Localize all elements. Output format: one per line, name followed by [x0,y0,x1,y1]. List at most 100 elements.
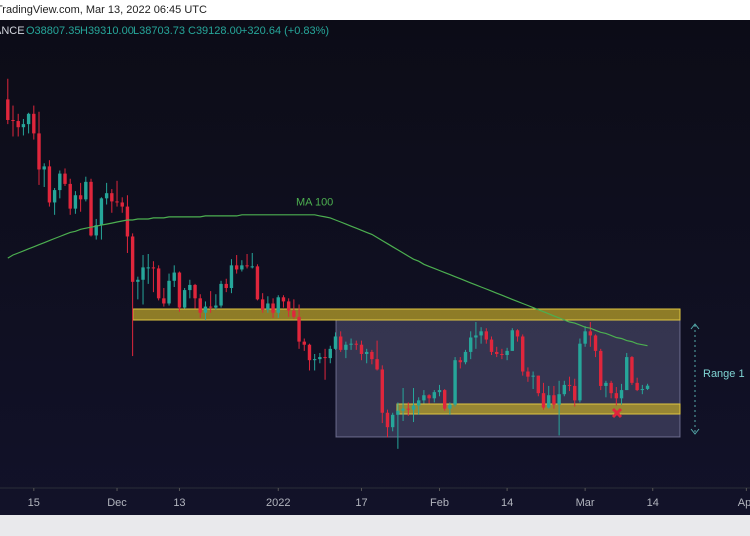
candle-body [328,348,332,359]
candle-body [333,336,338,349]
candle-body [463,351,468,363]
candle-body [302,341,306,345]
candle-body [208,306,213,308]
candle-body [68,183,72,209]
candle-body [292,310,296,317]
high-label: H39310.00 [80,25,134,37]
source-label: TradingView.com, Mar 13, 2022 06:45 UTC [0,4,207,16]
top-bar [0,0,750,20]
candle-body [323,357,327,359]
support-zone [396,403,681,415]
range-label: Range 1 [703,368,745,380]
candle-body [172,272,176,281]
candle-body [474,335,478,338]
candle-body [318,357,322,360]
candle-body [505,350,509,356]
candle-body [541,393,546,408]
candle-body [84,181,88,200]
candle-body [26,113,31,125]
candle-body [453,360,457,405]
candle-body [104,193,109,199]
candle-body [573,385,577,401]
candle-body [375,359,379,370]
open-label: O38807.35 [26,25,80,37]
candle-body [442,390,447,409]
x-tick-label: 14 [647,497,659,509]
candle-body [614,393,619,399]
candle-body [422,395,426,401]
candle-body [89,181,93,236]
candle-body [645,385,650,389]
x-tick-label: Mar [576,497,595,509]
candle-body [578,343,582,401]
x-tick-label: Apr [738,497,750,509]
candle-body [266,303,270,310]
candle-body [448,404,452,409]
low-label: L38703.73 [133,25,185,37]
candle-body [396,410,400,415]
arrow-heads [690,323,700,435]
candle-body [547,395,551,408]
candle-body [224,283,228,289]
plot-area [6,78,650,449]
red-cross [611,407,623,419]
candle-body [21,124,26,128]
candle-body [146,267,150,269]
candle-body [177,272,182,308]
candle-body [406,408,410,410]
candle-body [495,351,499,354]
candle-body [567,384,572,386]
x-tick-label: Feb [430,497,449,509]
candle-body [214,305,218,308]
candle-body [521,336,525,372]
candle-body [110,193,114,202]
candle-body [255,266,260,300]
candle-body [411,405,416,410]
candle-body [234,265,239,270]
candle-body [94,225,98,236]
candle-body [245,265,249,267]
candle-body [151,267,156,269]
x-tick-label: 2022 [266,497,290,509]
candle-body [16,121,20,128]
candle-body [63,173,67,184]
candle-body [11,119,15,122]
candle-body [156,268,161,299]
x-tick-label: 13 [173,497,185,509]
candle-body [203,306,208,313]
candle-body [37,133,41,170]
candle-body [229,265,234,289]
change-label: +320.64 (+0.83%) [241,25,329,37]
candle-body [58,173,62,191]
candle-body [99,198,104,226]
candle-body [73,195,78,209]
candle-body [182,290,187,308]
symbol: ANCE [0,25,25,37]
candle-body [162,298,166,304]
candle-body [380,369,384,413]
candle-body [276,297,280,313]
x-tick-label: 17 [355,497,367,509]
candle-body [297,316,301,342]
candle-body [390,414,395,428]
ohlc-header: ANCE O38807.35 H39310.00 L38703.73 C3912… [0,25,329,37]
candle-body [32,113,36,134]
candle-body [219,283,223,306]
candle-body [536,375,541,394]
candle-body [552,395,556,405]
candle-body [359,344,364,354]
candle-body [307,344,312,361]
candle-body [240,265,244,270]
candle-body [141,267,145,280]
candle-body [193,284,197,299]
candle-body [115,201,119,203]
candle-body [484,331,489,340]
candle-body [500,353,504,356]
candle-body [167,280,171,304]
candle-body [271,303,275,313]
candle-body [130,236,135,282]
candle-body [479,331,483,336]
ma-label: MA 100 [296,197,333,209]
